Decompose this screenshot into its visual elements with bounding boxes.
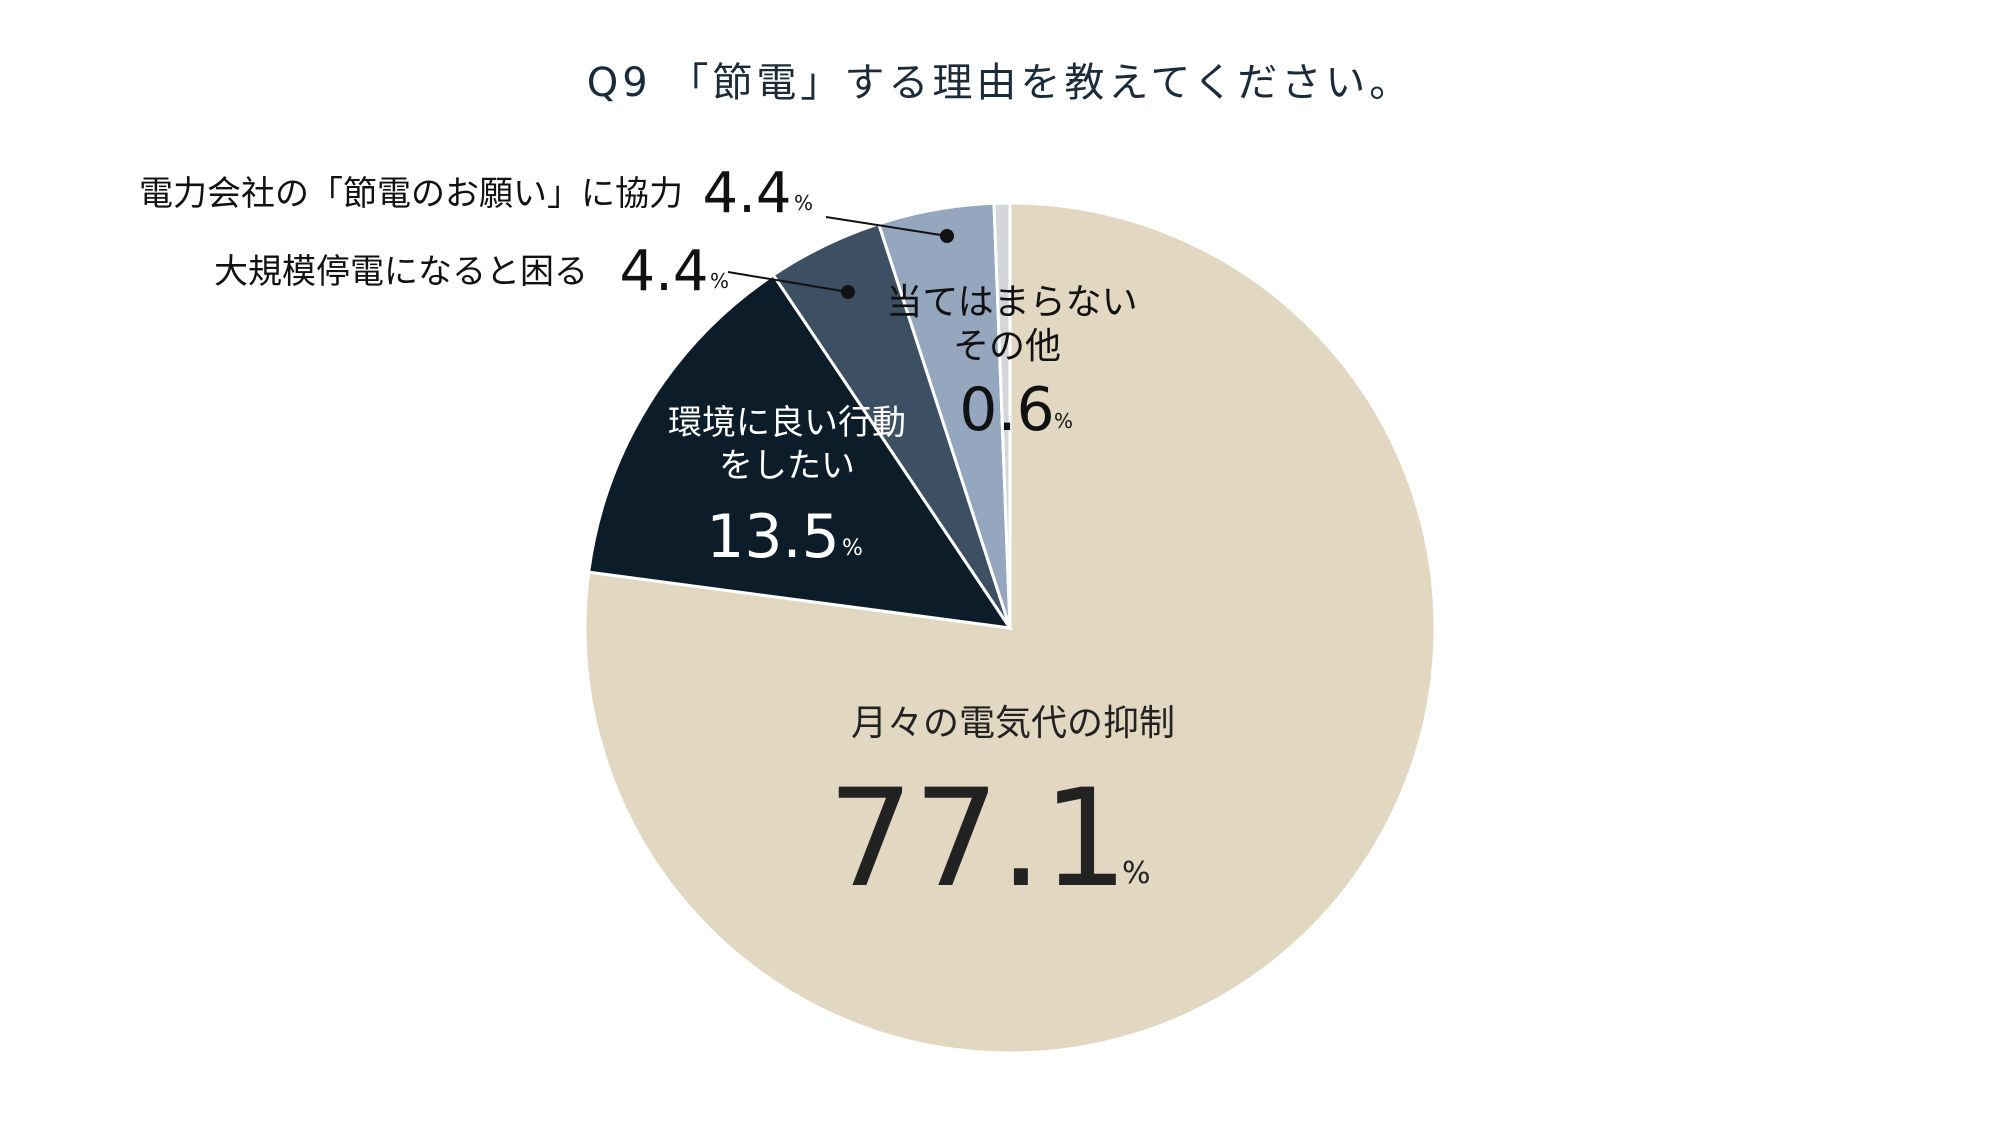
slice-label: 環境に良い行動 (668, 403, 906, 443)
slice-value: 4.4 (619, 239, 708, 304)
leader-dot (940, 229, 954, 243)
slice-value: 4.4 (702, 161, 791, 226)
percent-sign: % (794, 191, 813, 215)
percent-sign: % (710, 269, 729, 293)
leader-dot (841, 285, 855, 299)
percent-sign: % (842, 536, 863, 561)
leader-lines (727, 216, 954, 299)
pie-slices (583, 201, 1437, 1055)
slice-label: 当てはまらない (886, 282, 1137, 323)
percent-sign: % (1122, 856, 1151, 891)
slice-label: その他 (953, 326, 1061, 367)
slice-label: 電力会社の「節電のお願い」に協力 (139, 174, 683, 214)
chart-title: Q9 「節電」する理由を教えてください。 (586, 60, 1414, 106)
leader-line (825, 216, 948, 237)
slice-value: 77.1 (828, 760, 1129, 917)
slice-value: 13.5 (706, 502, 840, 572)
slice-label: 月々の電気代の抑制 (851, 703, 1175, 744)
slice-label: をしたい (719, 446, 855, 486)
slice-value: 0.6 (959, 375, 1054, 445)
slice-label: 大規模停電になると困る (214, 252, 588, 292)
leader-line (727, 271, 849, 293)
pie-slice (587, 272, 1014, 630)
percent-sign: % (1054, 409, 1073, 433)
pie-slice (992, 201, 1012, 629)
